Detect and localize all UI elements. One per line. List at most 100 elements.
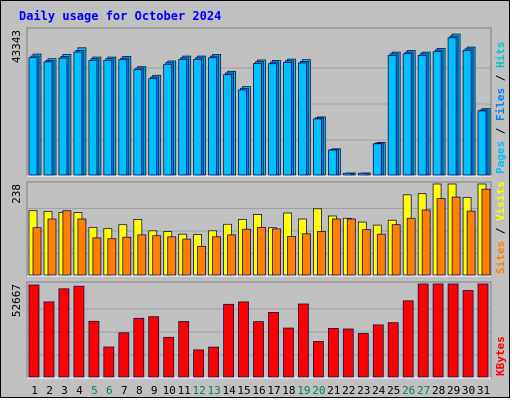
bar-sites-20	[316, 231, 326, 276]
bar-sites-15	[242, 228, 251, 276]
bar-pages-15	[238, 89, 247, 176]
bar-pages-19	[297, 62, 307, 176]
bar-kbytes-24	[372, 324, 384, 378]
x-label-31: 31	[477, 384, 490, 397]
bar-sites-25	[391, 224, 401, 276]
bar-kbytes-23	[357, 333, 369, 378]
bar-pages-1	[28, 57, 38, 176]
bar-sites-29	[451, 196, 461, 276]
x-label-26: 26	[402, 384, 415, 397]
bar-pages-3	[58, 57, 68, 176]
bar-pages-7	[118, 59, 128, 176]
bar-kbytes-30	[462, 290, 474, 378]
bar-sites-8	[137, 234, 147, 276]
x-label-28: 28	[432, 384, 445, 397]
panel-hits: 43343 Pages / Files / Hits	[10, 27, 507, 177]
x-label-7: 7	[121, 384, 128, 397]
x-label-27: 27	[417, 384, 430, 397]
x-label-13: 13	[207, 384, 220, 397]
bar-sites-6	[107, 238, 117, 276]
side-label-sep: /	[494, 121, 507, 141]
bar-pages-9	[148, 78, 158, 176]
bar-kbytes-3	[58, 288, 70, 378]
x-label-14: 14	[222, 384, 236, 397]
bar-pages-8	[133, 69, 143, 176]
bar-kbytes-25	[387, 322, 399, 378]
bar-sites-12	[197, 245, 207, 276]
bar-pages-12	[193, 59, 203, 176]
bar-kbytes-1	[28, 284, 40, 378]
bar-pages-14	[223, 74, 233, 176]
bar-kbytes-15	[238, 301, 249, 378]
bar-sites-22	[346, 218, 356, 276]
bar-sites-14	[227, 234, 237, 276]
bar-sites-1	[32, 227, 42, 276]
bar-kbytes-4	[73, 285, 85, 378]
x-label-29: 29	[447, 384, 460, 397]
side-label-visits: Sites / Visits	[494, 181, 507, 274]
side-label-kbytes: KBytes	[494, 336, 507, 376]
x-label-1: 1	[31, 384, 38, 397]
panel-kbytes: 52667 KBytes	[10, 281, 507, 379]
side-label-hits: Hits	[494, 42, 507, 69]
bar-pages-11	[178, 59, 188, 176]
bar-kbytes-5	[88, 320, 100, 378]
bar-pages-4	[73, 51, 83, 176]
bar-pages-26	[402, 53, 412, 176]
bar-sites-2	[47, 218, 57, 276]
x-label-4: 4	[76, 384, 83, 397]
chart-panels: 43343 Pages / Files / Hits 238 Sites / Visi…	[10, 27, 507, 379]
bar-pages-21	[327, 149, 337, 176]
bar-kbytes-7	[118, 332, 130, 378]
bar-kbytes-26	[402, 300, 414, 378]
bar-sites-21	[331, 218, 341, 276]
x-label-20: 20	[312, 384, 325, 397]
x-axis-labels: 1 2 3 4 5 6 7 8 9 10 11 12 13 14 15 16 17 18 19 20 21 22 23 24 2…	[31, 384, 490, 397]
x-label-5: 5	[91, 384, 98, 397]
bar-pages-20	[312, 118, 322, 176]
x-label-25: 25	[387, 384, 400, 397]
x-label-10: 10	[163, 384, 176, 397]
bar-sites-13	[212, 236, 222, 276]
bar-pages-30	[462, 50, 472, 176]
bar-kbytes-13	[208, 346, 220, 378]
bar-kbytes-12	[193, 349, 205, 378]
bar-sites-17	[272, 228, 281, 276]
side-label-hits: Pages / Files / Hits	[494, 42, 507, 175]
x-label-17: 17	[267, 384, 280, 397]
bar-pages-22	[342, 172, 352, 176]
bar-sites-31	[481, 188, 491, 276]
bar-kbytes-2	[43, 301, 55, 378]
bar-sites-23	[361, 229, 371, 276]
bar-pages-29	[447, 37, 457, 176]
bar-kbytes-29	[447, 283, 459, 378]
bar-kbytes-19	[297, 303, 309, 378]
x-label-12: 12	[192, 384, 205, 397]
panel-visits: 238 Sites / Visits	[10, 181, 507, 277]
x-label-21: 21	[327, 384, 340, 397]
bar-kbytes-31	[477, 283, 489, 378]
bar-pages-16	[253, 63, 262, 176]
bar-sites-30	[466, 210, 476, 276]
bar-kbytes-6	[103, 346, 115, 378]
side-label-pages: Pages	[494, 141, 507, 174]
x-label-22: 22	[342, 384, 355, 397]
bar-sites-3	[62, 210, 72, 276]
bar-pages-31	[477, 110, 487, 176]
x-label-24: 24	[372, 384, 386, 397]
bar-sites-7	[122, 236, 132, 276]
bar-pages-25	[387, 55, 397, 176]
side-label-sep: /	[494, 68, 507, 88]
bar-sites-26	[406, 217, 416, 276]
bar-kbytes-11	[178, 321, 190, 378]
bar-pages-10	[163, 64, 173, 176]
bar-kbytes-20	[312, 340, 324, 378]
bar-sites-28	[436, 198, 446, 276]
bar-kbytes-17	[268, 311, 279, 378]
bar-pages-6	[103, 60, 113, 176]
x-label-30: 30	[462, 384, 475, 397]
bar-kbytes-21	[327, 327, 339, 378]
bar-kbytes-16	[253, 321, 264, 378]
bar-kbytes-8	[133, 317, 145, 378]
